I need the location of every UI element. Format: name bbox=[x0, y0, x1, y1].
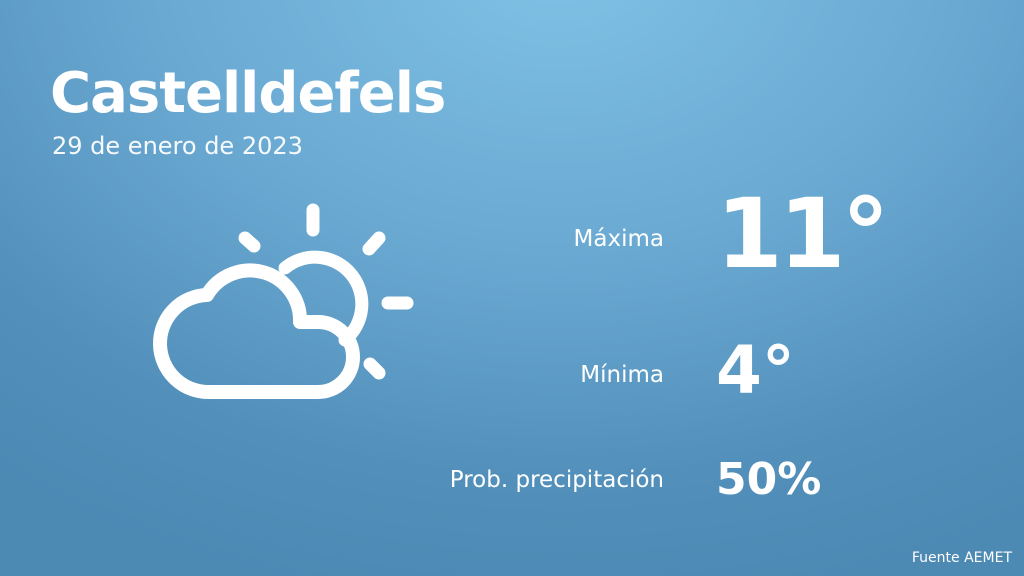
min-value: 4° bbox=[716, 332, 795, 409]
max-label: Máxima bbox=[573, 226, 664, 252]
precip-label: Prob. precipitación bbox=[449, 467, 664, 493]
forecast-date: 29 de enero de 2023 bbox=[52, 132, 303, 160]
max-value: 11° bbox=[716, 178, 890, 290]
source-credit: Fuente AEMET bbox=[911, 550, 1012, 566]
sun-icon bbox=[278, 250, 369, 347]
precip-value: 50% bbox=[716, 454, 822, 505]
sun-rays-icon bbox=[238, 203, 414, 380]
min-label: Mínima bbox=[580, 362, 664, 388]
cloud-icon bbox=[152, 263, 360, 400]
city-title: Castelldefels bbox=[50, 61, 446, 126]
